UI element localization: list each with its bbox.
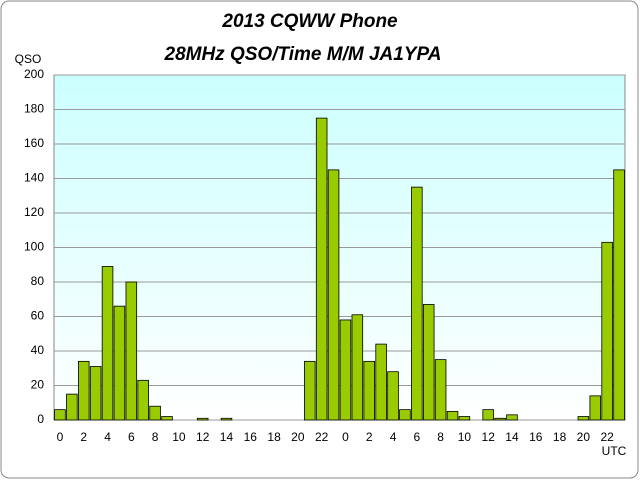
y-axis-label: QSO [15,52,42,66]
bar [399,409,411,421]
y-tick-label: 100 [24,240,44,254]
bar [375,343,387,421]
bar [315,117,328,421]
x-tick-label: 18 [553,430,567,444]
x-tick-label: 2 [366,430,373,444]
x-tick-label: 6 [413,430,420,444]
bar [387,371,399,421]
x-tick-label: 18 [267,430,281,444]
x-tick-label: 16 [244,430,258,444]
bar [494,417,506,421]
bar [446,410,459,421]
bar [113,305,126,421]
y-tick-label: 140 [24,171,44,185]
bar [458,416,471,421]
bar [601,241,613,421]
x-tick-label: 6 [128,430,135,444]
x-tick-label: 8 [437,430,444,444]
bar [339,319,352,421]
x-tick-label: 20 [291,430,305,444]
bar [220,417,233,421]
bar [482,409,494,421]
x-tick-label: 4 [390,430,397,444]
bar [351,314,364,421]
x-tick-label: 0 [342,430,349,444]
bar [506,414,518,421]
bar [304,360,316,421]
bar [613,169,625,421]
x-tick-label: 10 [172,430,186,444]
bar [161,416,173,421]
bar [363,360,375,421]
x-tick-label: 22 [315,430,329,444]
x-tick-label: 22 [600,430,614,444]
y-tick-label: 80 [31,274,45,288]
x-tick-label: 14 [220,430,234,444]
bar [196,417,209,421]
bar [411,186,423,421]
x-axis-label: UTC [602,444,627,458]
x-tick-label: 14 [505,430,519,444]
bar [434,359,447,421]
y-tick-label: 180 [24,102,44,116]
bar [66,393,78,421]
y-tick-label: 60 [31,309,45,323]
x-tick-label: 10 [458,430,472,444]
bar [77,360,90,421]
bar [137,379,149,421]
y-tick-label: 200 [24,67,44,81]
bar [589,395,602,421]
bar [89,366,102,421]
bar [101,266,114,421]
y-tick-label: 160 [24,136,44,150]
bar [149,405,161,421]
x-tick-label: 2 [80,430,87,444]
y-tick-label: 40 [31,343,45,357]
x-tick-label: 4 [104,430,111,444]
x-tick-label: 8 [152,430,159,444]
x-tick-label: 0 [57,430,64,444]
bar [577,416,590,421]
x-tick-label: 12 [482,430,496,444]
x-tick-label: 12 [196,430,210,444]
bar [327,169,340,421]
x-tick-label: 20 [577,430,591,444]
chart-subtitle: 28MHz QSO/Time M/M JA1YPA [164,44,442,65]
y-tick-label: 120 [24,205,44,219]
chart-title: 2013 CQWW Phone [221,11,398,32]
bar [54,409,66,421]
bar [125,281,138,421]
y-tick-label: 0 [37,412,44,426]
bar [422,304,435,421]
x-tick-label: 16 [529,430,543,444]
y-tick-label: 20 [31,378,45,392]
